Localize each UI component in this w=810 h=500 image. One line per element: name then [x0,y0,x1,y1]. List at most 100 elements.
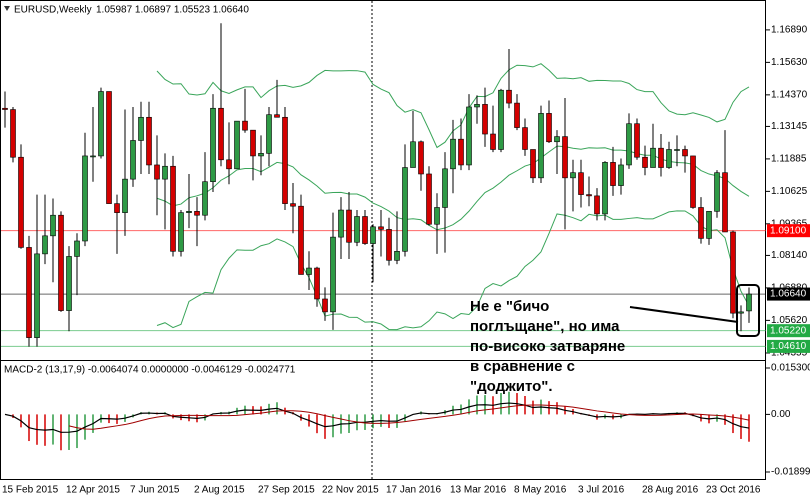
candle-body [586,194,592,197]
candle-body [378,226,384,230]
candle-body [386,229,392,261]
level-tag-label: 1.05220 [770,325,807,336]
candle-body [154,164,160,180]
candle-body [314,267,320,300]
candle-body [554,136,560,143]
level-tag-label: 1.06640 [770,289,807,300]
candle-body [186,211,192,213]
candle-body [466,106,472,166]
candle-body [450,138,456,170]
x-tick-label: 23 Oct 2016 [706,485,761,496]
candle-body [426,173,432,225]
x-tick-label: 28 Aug 2016 [642,485,699,496]
candle-body [402,167,408,252]
candle-body [26,247,32,338]
macd-y-tick-label: -0.018999 [771,467,810,478]
candle-body [106,91,112,204]
y-tick-label: 1.16890 [771,25,808,36]
candle-body [538,113,544,179]
candle-body [650,147,656,168]
x-tick-label: 3 Jul 2016 [578,485,625,496]
candle-body [98,91,104,157]
y-tick-label: 1.08140 [771,250,808,261]
candle-body [514,102,520,128]
candle-body [210,107,216,183]
menu-icon [4,6,10,11]
candle-body [674,149,680,151]
candle-body [698,207,704,239]
bollinger-band [156,210,750,331]
x-tick-label: 13 Mar 2016 [450,485,507,496]
candle-body [138,116,144,141]
x-tick-label: 17 Jan 2016 [386,485,441,496]
y-tick-label: 1.10625 [771,186,808,197]
candle-body [530,149,536,179]
candle-body [162,165,168,180]
candle-body [218,107,224,161]
candle-body [34,253,40,338]
chart-title: EURUSD,Weekly [14,5,92,16]
candle-body [274,114,280,118]
candle-body [626,123,632,166]
candle-body [122,178,128,213]
level-tag-label: 1.09100 [770,225,807,236]
candle-body [442,168,448,208]
candle-body [66,256,72,311]
y-tick-label: 1.04355 [771,348,808,359]
candle-body [266,114,272,154]
candle-body [594,195,600,215]
candle-body [666,149,672,168]
candle-body [522,127,528,150]
plot-frame [0,0,766,480]
candle-body [658,147,664,168]
candle-body [738,311,744,314]
y-tick-label: 1.11885 [771,154,807,165]
candle-body [490,133,496,150]
candle-body [290,203,296,207]
y-tick-label: 1.13145 [771,121,808,132]
candle-body [226,159,232,170]
macd-line [4,402,750,433]
level-tag [767,324,810,338]
highlight-box [736,284,760,337]
level-tag [767,339,810,353]
candle-body [458,138,464,166]
candle-body [642,156,648,168]
x-tick-label: 12 Apr 2015 [66,485,120,496]
candle-body [322,298,328,313]
candle-body [370,226,376,244]
candle-body [546,113,552,143]
x-tick-label: 2 Aug 2015 [194,485,245,496]
x-tick-label: 22 Nov 2015 [322,485,379,496]
candle-body [482,104,488,135]
candle-body [610,162,616,186]
candle-body [50,214,56,237]
candle-body [10,109,16,158]
x-tick-label: 27 Sep 2015 [258,485,315,496]
candle-body [90,155,96,158]
candle-body [602,162,608,215]
candle-body [362,216,368,244]
candle-body [498,89,504,150]
candle-body [506,89,512,104]
candle-body [714,172,720,212]
candle-body [338,209,344,238]
candle-body [418,141,424,175]
y-tick-label: 1.15630 [771,57,808,68]
level-tag-label: 1.04610 [770,341,807,352]
macd-y-tick-label: 0.015300 [771,363,810,374]
candle-body [2,107,8,110]
annotation-text: в сравнение с [470,358,575,375]
candle-body [194,211,200,216]
macd-y-tick-label: 0.00 [771,409,791,420]
candle-body [82,155,88,242]
candle-body [170,165,176,252]
candle-body [562,136,568,179]
level-tag [767,287,810,301]
candle-body [706,211,712,239]
candle-body [618,164,624,186]
candle-body [578,172,584,195]
candle-body [410,141,416,168]
candle-body [722,172,728,233]
